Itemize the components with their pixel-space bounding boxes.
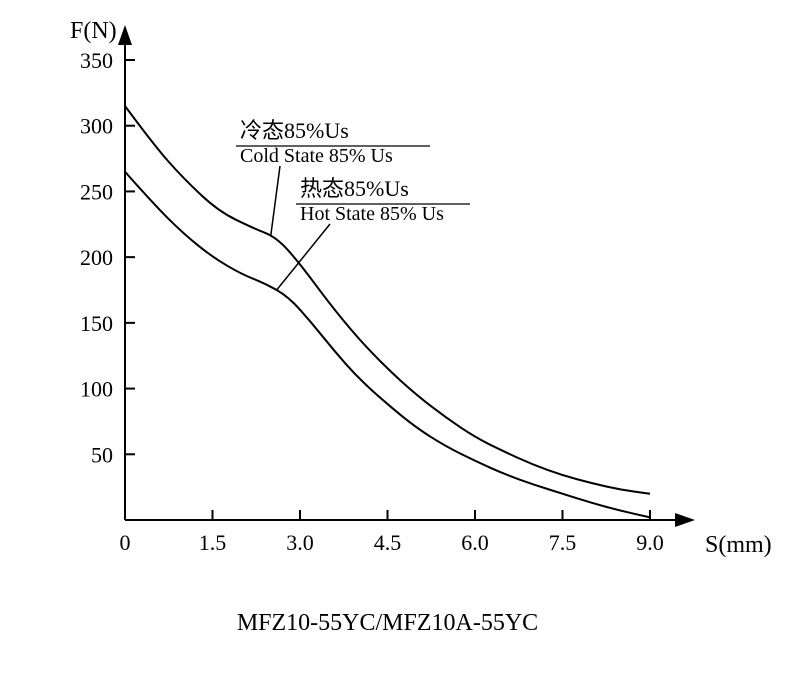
y-tick-label: 200 xyxy=(80,245,113,270)
y-tick-label: 300 xyxy=(80,114,113,139)
force-stroke-chart: F(N) S(mm) 50 100 150 200 250 300 350 0 1.5 3.0 4.5 6… xyxy=(0,0,800,676)
label-cold-en: Cold State 85% Us xyxy=(240,145,393,167)
y-axis-title: F(N) xyxy=(70,18,117,44)
y-tick-label: 150 xyxy=(80,311,113,336)
x-tick-label: 1.5 xyxy=(199,530,227,555)
y-tick-label: 250 xyxy=(80,179,113,204)
y-tick-label: 100 xyxy=(80,377,113,402)
x-tick-label: 9.0 xyxy=(636,530,664,555)
label-hot-cn: 热态85%Us xyxy=(300,176,409,201)
y-axis-arrow xyxy=(118,25,132,45)
x-axis-title: S(mm) xyxy=(705,532,772,558)
y-tick-label: 350 xyxy=(80,48,113,73)
label-cold-cn: 冷态85%Us xyxy=(240,118,349,143)
x-tick-label: 0 xyxy=(120,530,131,555)
leader-hot xyxy=(277,224,330,290)
label-hot-en: Hot State 85% Us xyxy=(300,203,444,225)
chart-caption: MFZ10-55YC/MFZ10A-55YC xyxy=(237,610,538,636)
x-tick-label: 3.0 xyxy=(286,530,314,555)
x-tick-label: 6.0 xyxy=(461,530,489,555)
leader-cold xyxy=(271,166,280,235)
x-axis-arrow xyxy=(675,513,695,527)
x-tick-label: 7.5 xyxy=(549,530,577,555)
x-tick-label: 4.5 xyxy=(374,530,402,555)
y-tick-label: 50 xyxy=(91,442,113,467)
